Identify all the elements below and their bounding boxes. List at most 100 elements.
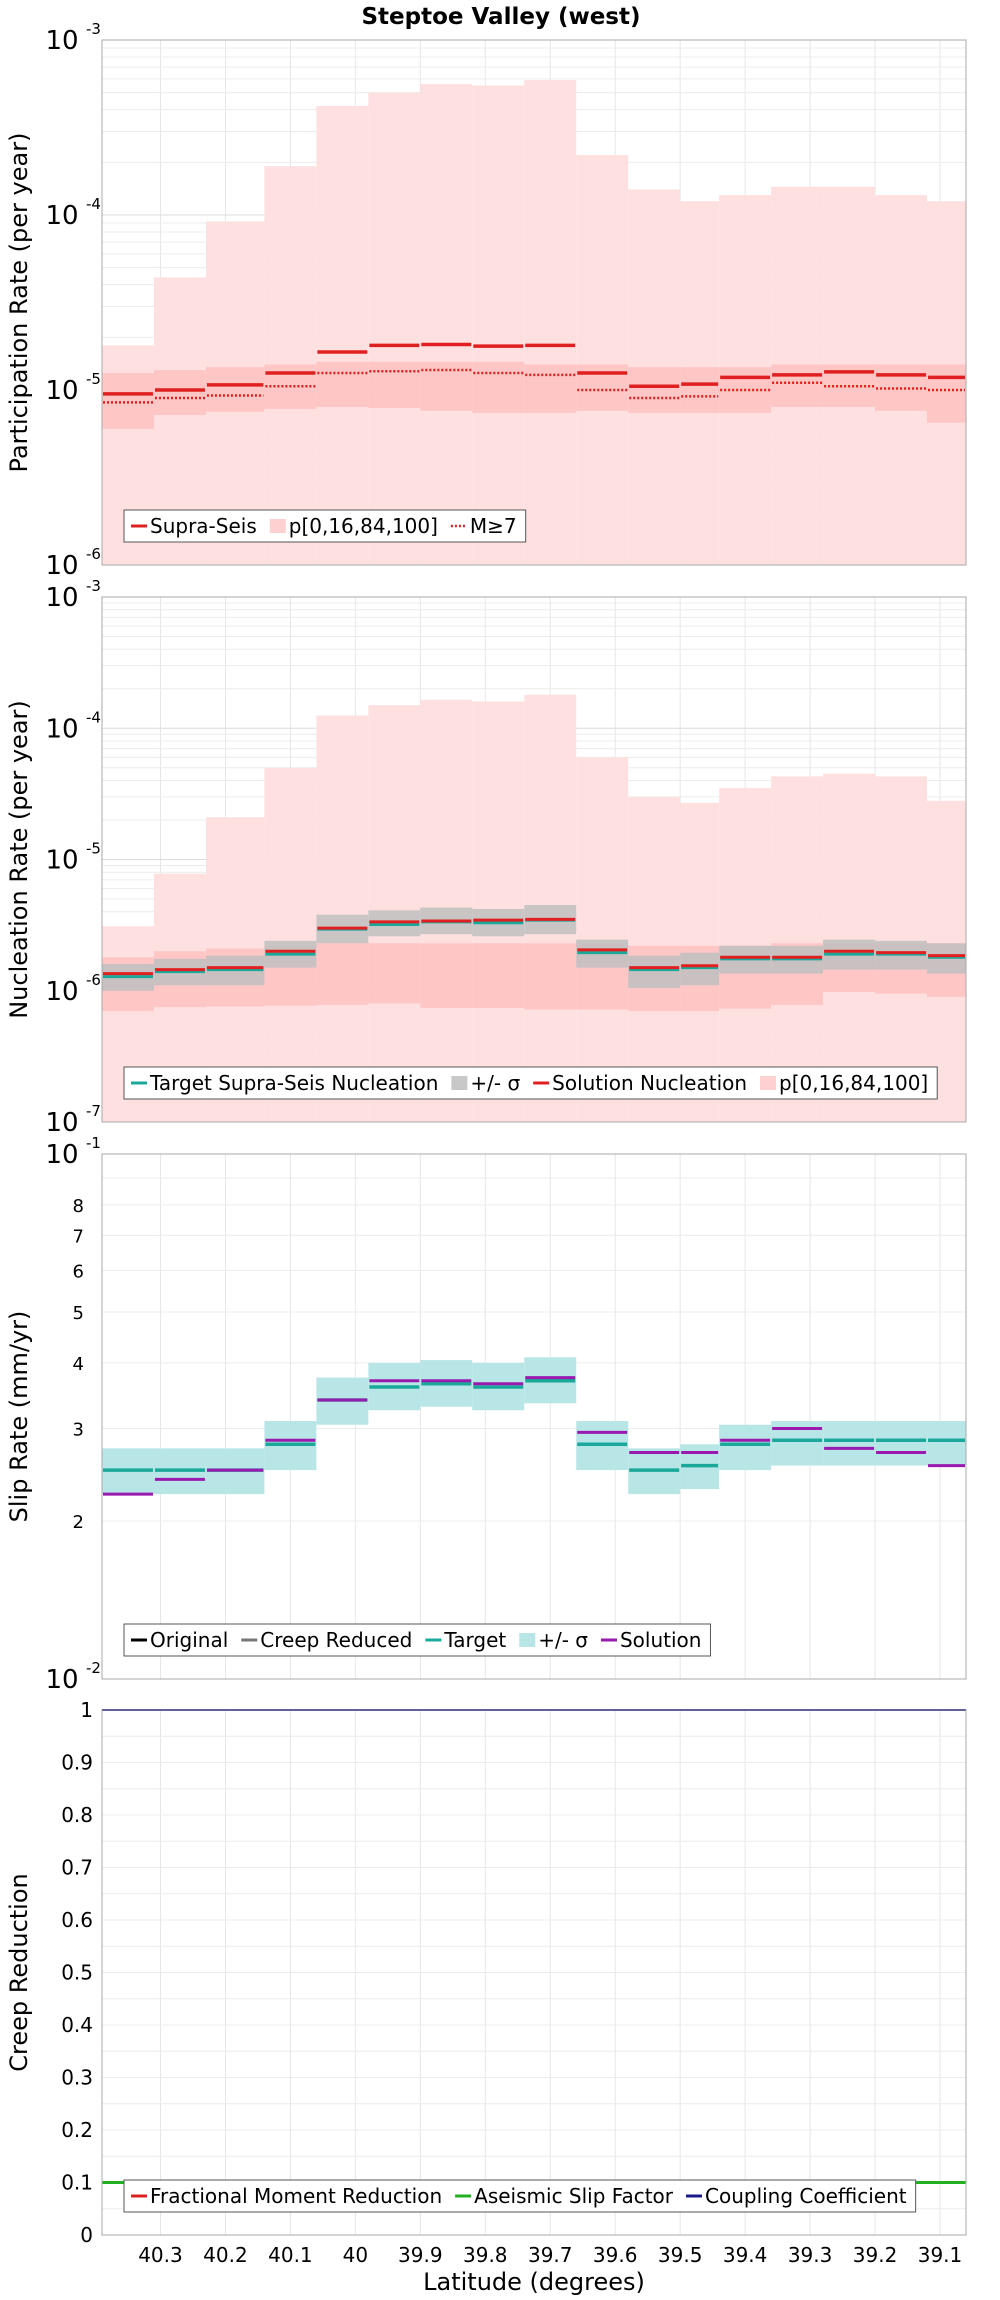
sigma-band-bin <box>628 955 681 988</box>
y-tick-label: 4 <box>73 1354 84 1375</box>
legend-label: Target Supra-Seis Nucleation <box>149 1071 438 1095</box>
y-tick-label: 0.4 <box>61 2013 93 2037</box>
y-tick-exponent: -4 <box>86 708 101 726</box>
y-tick-exponent: -2 <box>86 1659 101 1677</box>
legend-label: Aseismic Slip Factor <box>474 2184 674 2208</box>
y-tick-label: 0.3 <box>61 2066 93 2090</box>
legend-entry: Creep Reduced <box>241 1628 412 1652</box>
x-tick-label: 40.2 <box>203 2243 248 2267</box>
y-tick-label: 8 <box>73 1196 84 1217</box>
x-tick-label: 39.7 <box>528 2243 573 2267</box>
legend-label: +/- σ <box>538 1628 588 1652</box>
series-m-7 <box>103 368 965 404</box>
percentile-band-outer-bin <box>420 84 473 566</box>
legend-entry: Supra-Seis <box>131 514 257 538</box>
percentile-band-inner-bin <box>628 367 681 413</box>
legend-label: Original <box>150 1628 228 1652</box>
y-tick-exponent: -3 <box>86 577 101 595</box>
x-tick-label: 39.8 <box>463 2243 508 2267</box>
y-tick-label: 10 <box>45 1140 78 1170</box>
percentile-band-inner-bin <box>102 373 154 429</box>
percentile-band-inner-bin <box>316 361 369 407</box>
grid-vertical <box>159 1154 941 1679</box>
legend-entry: +/- σ <box>519 1628 588 1652</box>
y-tick-labels: 10 -6 10 -5 10 -4 10 -3 <box>45 20 101 581</box>
x-tick-label: 40.3 <box>138 2243 183 2267</box>
y-tick-exponent: -7 <box>86 1102 101 1120</box>
legend-box <box>123 2179 917 2213</box>
legend-entry: Solution <box>600 1628 701 1652</box>
y-tick-exponent: -4 <box>86 195 101 213</box>
legend-entry: Solution Nucleation <box>533 1071 747 1095</box>
percentile-band-inner-bin <box>420 943 473 1008</box>
x-tick-label: 39.1 <box>918 2243 963 2267</box>
y-axis-label: Slip Rate (mm/yr) <box>5 1311 33 1523</box>
legend: Supra-Seis p[0,16,84,100] M≥7 <box>123 509 527 543</box>
percentile-band-inner-bin <box>316 943 369 1005</box>
y-tick-label: 0.6 <box>61 1908 93 1932</box>
legend-swatch <box>519 1633 536 1647</box>
x-tick-label: 39.3 <box>788 2243 833 2267</box>
y-tick-label: 10 <box>45 551 78 581</box>
legend-label: Solution Nucleation <box>552 1071 747 1095</box>
sigma-band-bin <box>875 1421 928 1466</box>
y-tick-exponent: -5 <box>86 840 101 858</box>
legend-entry: Coupling Coefficient <box>686 2184 907 2208</box>
y-tick-label: 5 <box>73 1303 84 1324</box>
percentile-band-outer-bin <box>576 155 629 565</box>
legend-entry: Target Supra-Seis Nucleation <box>131 1071 438 1095</box>
x-tick-labels: 40.3 40.2 40.1 40 39.9 39.8 39.7 39.6 39.5 39.4 39… <box>138 2243 962 2267</box>
panel-participation: 10 -6 10 -5 10 -4 10 -3 Participation Rate (per … <box>5 20 967 581</box>
legend-entry: Aseismic Slip Factor <box>455 2184 674 2208</box>
legend-entry: Target <box>425 1628 506 1652</box>
legend-entry: Original <box>131 1628 228 1652</box>
percentile-band-inner-bin <box>205 367 265 412</box>
panel-slip: 10 -2 2 3 4 5 6 7 8 10 -1 Slip Rate (mm/yr) Original… <box>5 1134 967 1695</box>
legend-label: p[0,16,84,100] <box>289 514 438 538</box>
y-tick-labels: 0 0.1 0.2 0.3 0.4 0.5 0.6 0.7 0.8 0.9 1 <box>61 1698 93 2247</box>
legend: Fractional Moment Reduction Aseismic Slip… <box>123 2179 917 2213</box>
percentile-band-inner-bin <box>472 943 525 1008</box>
legend-swatch <box>760 1076 777 1090</box>
y-tick-label: 10 <box>45 201 78 231</box>
percentile-band-inner-bin <box>771 364 824 407</box>
x-tick-label: 39.5 <box>658 2243 703 2267</box>
x-tick-label: 40.1 <box>268 2243 313 2267</box>
y-tick-label: 1 <box>80 1698 93 1722</box>
y-tick-label: 0.5 <box>61 1961 93 1985</box>
y-axis-label: Participation Rate (per year) <box>5 133 33 473</box>
legend-swatch <box>451 1076 468 1090</box>
legend-entry: +/- σ <box>451 1071 520 1095</box>
y-tick-label: 2 <box>73 1512 84 1533</box>
series-supra-seis <box>103 342 965 396</box>
y-tick-label: 0.2 <box>61 2118 93 2142</box>
legend-label: Fractional Moment Reduction <box>150 2184 442 2208</box>
percentile-band-inner-bin <box>368 361 421 408</box>
plot-frame <box>101 596 967 1123</box>
legend-label: Creep Reduced <box>260 1628 412 1652</box>
y-axis-label: Nucleation Rate (per year) <box>5 700 33 1019</box>
percentile-band-inner-bin <box>368 943 421 1004</box>
x-tick-label: 39.9 <box>398 2243 443 2267</box>
percentile-band-inner-bin <box>472 361 525 413</box>
y-tick-label: 0 <box>80 2223 93 2247</box>
y-tick-label: 6 <box>73 1261 84 1282</box>
legend-label: Target <box>443 1628 506 1652</box>
y-tick-label: 10 <box>45 714 78 744</box>
plot-frame <box>101 1153 967 1680</box>
y-tick-exponent: -3 <box>86 20 101 38</box>
y-tick-exponent: -1 <box>86 1134 101 1152</box>
legend-box <box>123 1066 938 1100</box>
y-tick-label: 7 <box>73 1226 84 1247</box>
legend: Target Supra-Seis Nucleation +/- σ Solutio… <box>123 1066 938 1100</box>
percentile-band-outer-bin <box>524 80 577 566</box>
percentile-band-inner-bin <box>524 364 577 413</box>
y-tick-label: 10 <box>45 583 78 613</box>
series-solution-nucleation <box>103 917 965 976</box>
panel-creep: 0 0.1 0.2 0.3 0.4 0.5 0.6 0.7 0.8 0.9 1 Creep Reduc… <box>5 1698 967 2247</box>
y-tick-label: 0.7 <box>61 1856 93 1880</box>
legend-label: M≥7 <box>470 514 517 538</box>
plot-frame <box>101 1709 967 2236</box>
